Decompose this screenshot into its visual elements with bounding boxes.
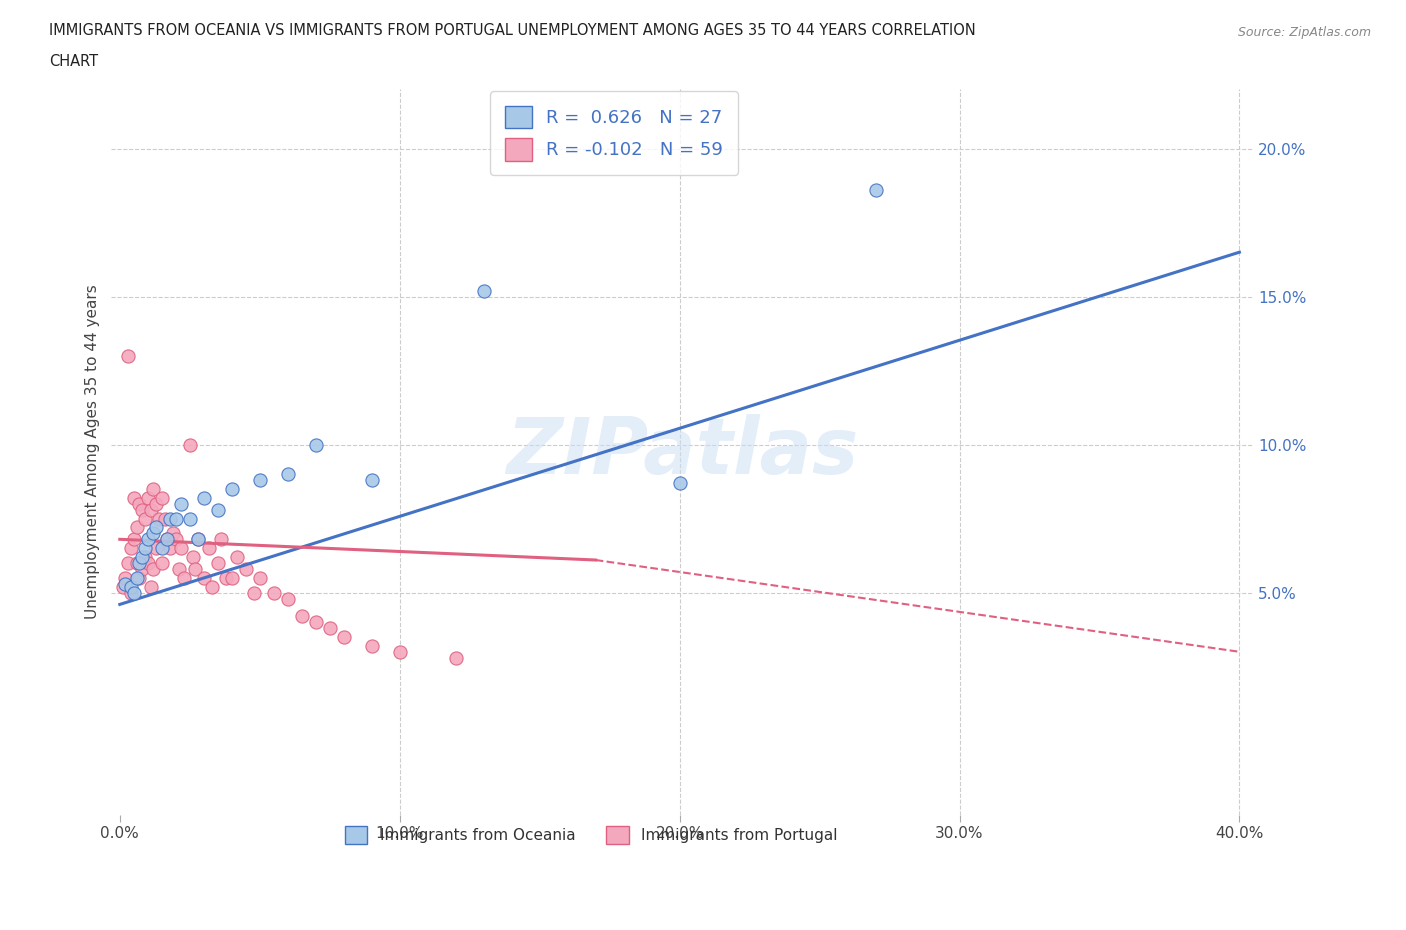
Point (142, 562, 165, 577)
Point (150, 490, 173, 505)
Point (136, 555, 159, 570)
Point (134, 550, 156, 565)
Point (120, 579, 142, 594)
Point (145, 497, 167, 512)
Point (198, 540, 221, 555)
Point (148, 512, 170, 526)
Point (472, 284, 495, 299)
Point (156, 532, 179, 547)
Point (277, 591, 299, 606)
Point (209, 532, 232, 547)
Point (193, 490, 215, 505)
Point (221, 482, 243, 497)
Point (165, 512, 187, 526)
Point (360, 638, 382, 653)
Point (170, 540, 193, 555)
Point (142, 526, 165, 541)
Point (179, 512, 201, 526)
Point (201, 579, 224, 594)
Point (153, 512, 176, 526)
Point (305, 615, 328, 630)
Point (865, 182, 887, 197)
Point (114, 570, 136, 585)
Text: CHART: CHART (49, 54, 98, 69)
Point (122, 585, 145, 600)
Point (128, 497, 150, 512)
Point (193, 570, 215, 585)
Point (187, 532, 209, 547)
Point (207, 502, 229, 517)
Point (122, 532, 145, 547)
Point (243, 585, 266, 600)
Point (117, 555, 139, 570)
Point (117, 349, 139, 364)
Legend: Immigrants from Oceania, Immigrants from Portugal: Immigrants from Oceania, Immigrants from… (339, 819, 844, 850)
Point (263, 585, 285, 600)
Point (184, 562, 207, 577)
Point (131, 502, 153, 517)
Point (128, 555, 150, 570)
Point (111, 579, 134, 594)
Point (134, 540, 156, 555)
Point (125, 520, 148, 535)
Point (187, 532, 209, 547)
Point (145, 520, 167, 535)
Point (221, 570, 243, 585)
Point (249, 472, 271, 487)
Point (136, 532, 159, 547)
Point (360, 472, 382, 487)
Point (319, 620, 342, 635)
Point (249, 570, 271, 585)
Y-axis label: Unemployment Among Ages 35 to 44 years: Unemployment Among Ages 35 to 44 years (86, 285, 100, 619)
Text: IMMIGRANTS FROM OCEANIA VS IMMIGRANTS FROM PORTUGAL UNEMPLOYMENT AMONG AGES 35 T: IMMIGRANTS FROM OCEANIA VS IMMIGRANTS FR… (49, 23, 976, 38)
Point (134, 512, 156, 526)
Point (150, 540, 173, 555)
Point (167, 562, 190, 577)
Point (668, 475, 690, 490)
Point (215, 570, 238, 585)
Point (173, 570, 195, 585)
Point (159, 512, 181, 526)
Point (136, 490, 159, 505)
Point (170, 497, 193, 512)
Point (388, 644, 411, 659)
Point (139, 579, 162, 594)
Point (142, 482, 165, 497)
Point (165, 532, 187, 547)
Point (332, 630, 354, 644)
Text: Source: ZipAtlas.com: Source: ZipAtlas.com (1237, 26, 1371, 39)
Point (125, 570, 148, 585)
Point (162, 526, 184, 541)
Point (128, 570, 150, 585)
Text: ZIPatlas: ZIPatlas (506, 414, 859, 490)
Point (305, 437, 328, 452)
Point (120, 585, 142, 600)
Point (145, 540, 167, 555)
Point (207, 555, 229, 570)
Point (226, 550, 249, 565)
Point (114, 577, 136, 591)
Point (139, 502, 162, 517)
Point (444, 650, 467, 665)
Point (156, 532, 179, 547)
Point (131, 550, 153, 565)
Point (150, 555, 173, 570)
Point (179, 437, 201, 452)
Point (125, 555, 148, 570)
Point (235, 562, 257, 577)
Point (159, 540, 181, 555)
Point (122, 490, 145, 505)
Point (120, 540, 142, 555)
Point (291, 609, 314, 624)
Point (181, 550, 204, 565)
Point (277, 467, 299, 482)
Point (131, 562, 153, 577)
